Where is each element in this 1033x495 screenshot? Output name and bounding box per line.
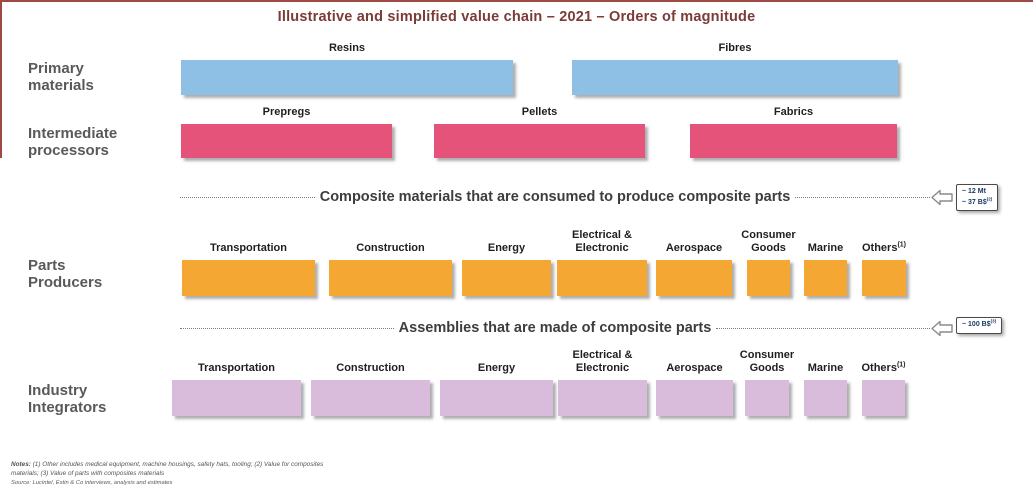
- segment-label: Energy: [487, 242, 526, 255]
- bar-prepregs: [181, 124, 392, 158]
- segment-parts-producers-marine: Marine: [804, 242, 847, 296]
- segment-intermediate-processors-prepregs: Prepregs: [181, 106, 392, 158]
- notes-text: Notes: (1) Other includes medical equipm…: [11, 461, 324, 477]
- badge-line: ~ 12 Mt: [962, 188, 986, 195]
- bar-fabrics: [690, 124, 897, 158]
- source-text: Source: Lucintel, Estin & Co interviews,…: [11, 479, 173, 486]
- divider-label: Composite materials that are consumed to…: [319, 189, 791, 205]
- divider-assemblies: Assemblies that are made of composite pa…: [180, 319, 930, 337]
- quantity-badge-composites: ~ 12 Mt ~ 37 B$(2): [956, 184, 999, 211]
- bar-transportation: [172, 380, 301, 416]
- segment-label: Aerospace: [665, 242, 723, 255]
- bar-aerospace: [656, 380, 733, 416]
- top-accent-line: [0, 0, 1033, 2]
- notes: Notes: (1) Other includes medical equipm…: [11, 461, 371, 486]
- segment-industry-integrators-energy: Energy: [440, 362, 553, 416]
- segment-label: Electrical & Electronic: [572, 349, 633, 375]
- bar-construction: [311, 380, 430, 416]
- row-label-parts-producers: Parts Producers: [28, 257, 103, 291]
- dotted-line: [180, 196, 315, 198]
- left-accent-line: [0, 0, 2, 158]
- segment-parts-producers-aerospace: Aerospace: [656, 242, 732, 296]
- segment-industry-integrators-aerospace: Aerospace: [656, 362, 733, 416]
- bar-others: [862, 380, 905, 416]
- dotted-line: [716, 327, 930, 329]
- quantity-badge-assemblies: ~ 100 B$(3): [956, 317, 1003, 334]
- bar-energy: [440, 380, 553, 416]
- row-label-industry-integrators: Industry Integrators: [28, 382, 107, 416]
- segment-label: Pellets: [521, 106, 558, 119]
- bar-energy: [462, 260, 551, 296]
- segment-label: Transportation: [209, 242, 288, 255]
- segment-intermediate-processors-fabrics: Fabrics: [690, 106, 897, 158]
- segment-label: Construction: [356, 242, 425, 255]
- bar-consumer-goods: [747, 260, 790, 296]
- segment-label: Resins: [328, 42, 366, 55]
- dotted-line: [795, 196, 930, 198]
- segment-label: Electrical & Electronic: [572, 229, 632, 255]
- segment-industry-integrators-transportation: Transportation: [172, 362, 301, 416]
- bar-transportation: [182, 260, 315, 296]
- segment-label: Others(1): [861, 361, 906, 375]
- segment-industry-integrators-electrical-electronic: Electrical & Electronic: [558, 349, 647, 416]
- bar-electrical-electronic: [558, 380, 647, 416]
- bar-others: [862, 260, 906, 296]
- segment-industry-integrators-consumer-goods: Consumer Goods: [740, 349, 794, 416]
- segment-label: Others(1): [861, 241, 907, 255]
- left-arrow-icon: [931, 320, 953, 337]
- segment-label: Consumer Goods: [739, 349, 795, 375]
- badge-line: ~ 37 B$(2): [962, 196, 993, 206]
- divider-label: Assemblies that are made of composite pa…: [398, 320, 712, 336]
- segment-parts-producers-transportation: Transportation: [182, 242, 315, 296]
- segment-label: Fabrics: [773, 106, 814, 119]
- segment-industry-integrators-marine: Marine: [804, 362, 847, 416]
- divider-composite-materials: Composite materials that are consumed to…: [180, 188, 930, 206]
- segment-label: Marine: [807, 242, 844, 255]
- segment-parts-producers-energy: Energy: [462, 242, 551, 296]
- bar-marine: [804, 260, 847, 296]
- page-title: Illustrative and simplified value chain …: [277, 9, 756, 25]
- bar-construction: [329, 260, 452, 296]
- segment-label: Transportation: [197, 362, 276, 375]
- segment-parts-producers-others: Others(1): [862, 241, 906, 296]
- bar-resins: [181, 60, 513, 95]
- segment-parts-producers-consumer-goods: Consumer Goods: [741, 229, 796, 296]
- bar-marine: [804, 380, 847, 416]
- dotted-line: [180, 327, 394, 329]
- segment-label: Consumer Goods: [741, 229, 796, 255]
- row-label-intermediate-processors: Intermediate processors: [28, 125, 118, 159]
- row-label-primary-materials: Primary materials: [28, 60, 94, 94]
- segment-industry-integrators-others: Others(1): [861, 361, 906, 416]
- bar-aerospace: [656, 260, 732, 296]
- bar-fibres: [572, 60, 898, 95]
- segment-parts-producers-construction: Construction: [329, 242, 452, 296]
- segment-label: Prepregs: [262, 106, 311, 119]
- segment-primary-materials-fibres: Fibres: [572, 42, 898, 95]
- segment-industry-integrators-construction: Construction: [311, 362, 430, 416]
- segment-label: Construction: [336, 362, 405, 375]
- segment-intermediate-processors-pellets: Pellets: [434, 106, 645, 158]
- bar-electrical-electronic: [557, 260, 647, 296]
- segment-label: Fibres: [718, 42, 752, 55]
- left-arrow-icon: [931, 189, 953, 206]
- segment-label: Energy: [477, 362, 516, 375]
- segment-label: Aerospace: [666, 362, 723, 375]
- segment-primary-materials-resins: Resins: [181, 42, 513, 95]
- badge-line: ~ 100 B$(3): [962, 318, 997, 328]
- segment-parts-producers-electrical-electronic: Electrical & Electronic: [557, 229, 647, 296]
- bar-consumer-goods: [745, 380, 789, 416]
- bar-pellets: [434, 124, 645, 158]
- segment-label: Marine: [807, 362, 844, 375]
